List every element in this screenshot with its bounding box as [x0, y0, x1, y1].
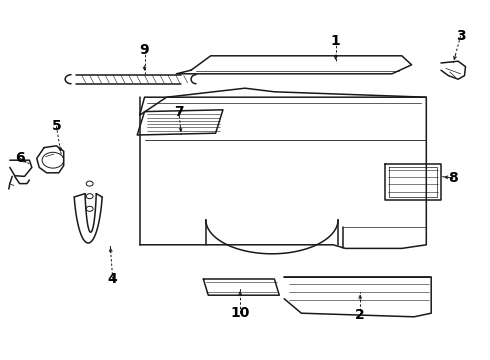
Text: 1: 1: [331, 35, 341, 48]
Text: 3: 3: [456, 29, 466, 43]
Text: 7: 7: [174, 105, 184, 118]
Text: 6: 6: [15, 152, 24, 165]
Text: 4: 4: [108, 272, 118, 286]
Text: 8: 8: [448, 171, 458, 185]
Text: 2: 2: [355, 308, 365, 322]
Text: 10: 10: [230, 306, 250, 320]
Text: 9: 9: [140, 44, 149, 57]
Text: 5: 5: [51, 119, 61, 133]
